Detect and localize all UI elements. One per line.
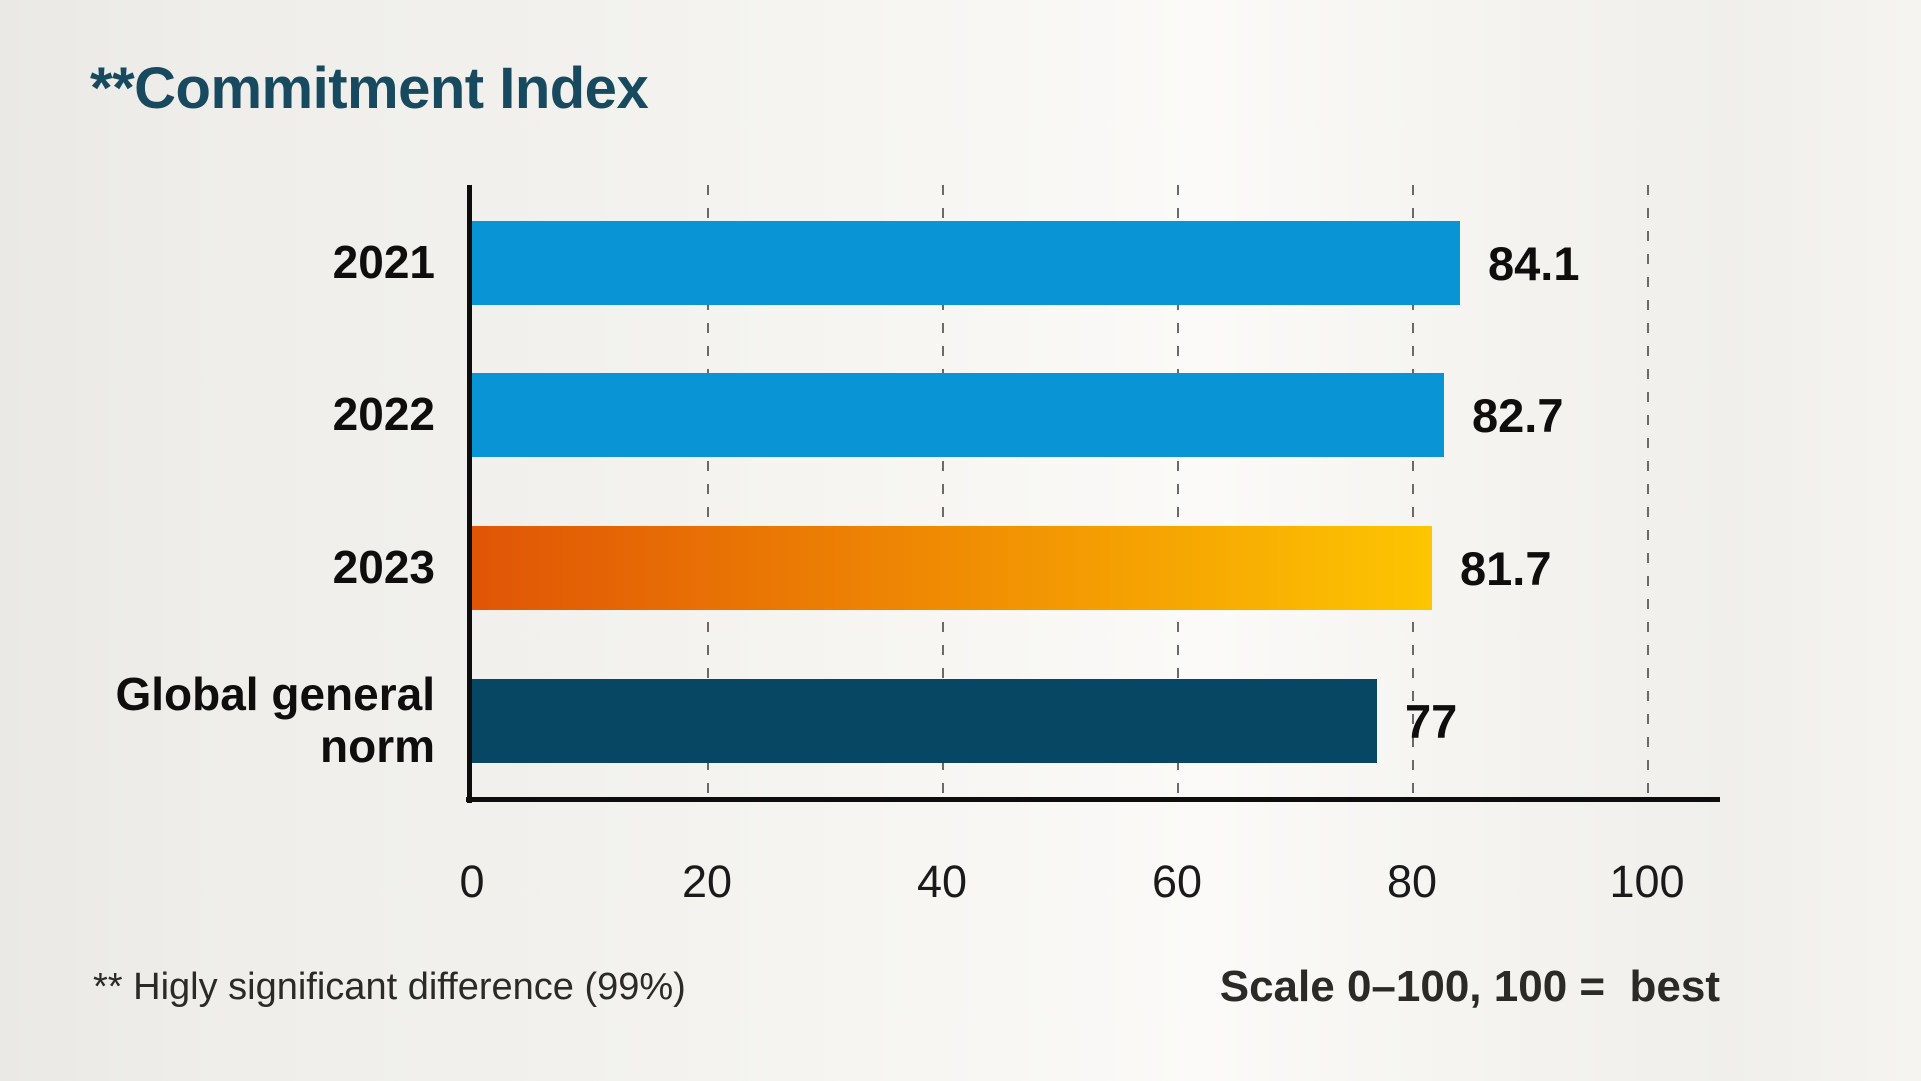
value-label-global-norm: 77 xyxy=(1405,694,1458,748)
value-label-2022: 82.7 xyxy=(1472,388,1564,442)
significance-footnote: ** Higly significant difference (99%) xyxy=(93,966,686,1008)
gridline-40 xyxy=(942,185,944,797)
x-tick-label-60: 60 xyxy=(1151,856,1203,907)
x-tick-label-80: 80 xyxy=(1386,856,1438,907)
y-axis-line xyxy=(467,185,472,803)
category-label-2023: 2023 xyxy=(332,541,435,594)
gridline-20 xyxy=(707,185,709,797)
category-label-global-norm: Global general norm xyxy=(115,668,435,772)
scale-footnote: Scale 0–100, 100 = best xyxy=(1219,962,1720,1011)
bar-2023 xyxy=(472,526,1432,610)
bar-2022 xyxy=(472,373,1444,457)
category-label-2021: 2021 xyxy=(332,236,435,289)
x-tick-label-100: 100 xyxy=(1609,856,1685,907)
gridline-60 xyxy=(1177,185,1179,797)
x-tick-label-20: 20 xyxy=(681,856,733,907)
gridline-80 xyxy=(1412,185,1414,797)
category-label-2022: 2022 xyxy=(332,388,435,441)
bar-global-norm xyxy=(472,679,1377,763)
x-tick-label-0: 0 xyxy=(459,856,485,907)
bar-2021 xyxy=(472,221,1460,305)
value-label-2023: 81.7 xyxy=(1460,541,1552,595)
x-axis-line xyxy=(466,797,1720,802)
x-tick-label-40: 40 xyxy=(916,856,968,907)
gridline-100 xyxy=(1647,185,1649,797)
chart-title: **Commitment Index xyxy=(90,56,649,121)
value-label-2021: 84.1 xyxy=(1488,236,1580,290)
